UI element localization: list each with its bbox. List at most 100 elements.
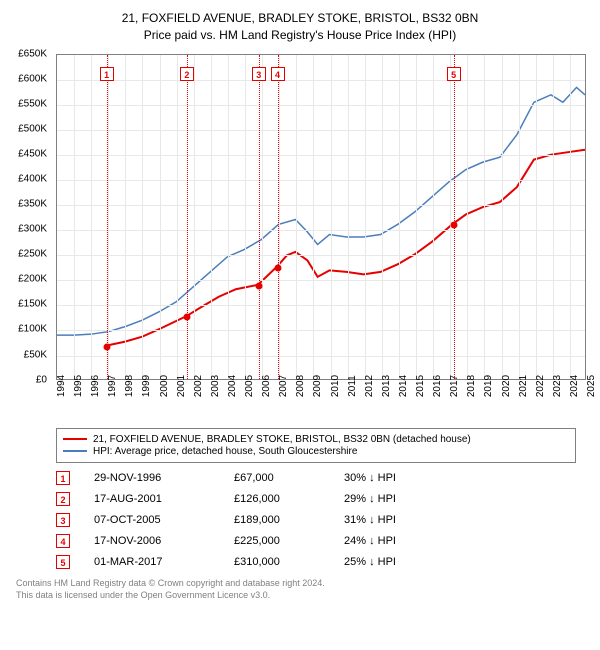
- legend-label: HPI: Average price, detached house, Sout…: [93, 446, 357, 457]
- x-tick-label: 2012: [364, 374, 375, 396]
- y-tick-label: £300K: [18, 224, 47, 235]
- marker-line: [454, 55, 455, 379]
- event-row: 4 17-NOV-2006£225,00024% ↓ HPI: [56, 534, 576, 548]
- x-tick-label: 1998: [124, 374, 135, 396]
- y-tick-label: £250K: [18, 249, 47, 260]
- event-marker-box: 2: [56, 492, 70, 506]
- sale-point: [450, 222, 457, 229]
- x-tick-label: 2002: [193, 374, 204, 396]
- event-price: £67,000: [234, 472, 344, 484]
- marker-box: 2: [180, 67, 194, 81]
- sale-events-table: 129-NOV-1996£67,00030% ↓ HPI217-AUG-2001…: [56, 471, 576, 569]
- x-tick-label: 1997: [107, 374, 118, 396]
- x-tick-label: 2011: [347, 375, 358, 397]
- marker-line: [259, 55, 260, 379]
- x-tick-label: 2025: [586, 374, 597, 396]
- y-tick-label: £100K: [18, 324, 47, 335]
- marker-box: 3: [252, 67, 266, 81]
- x-tick-label: 2018: [466, 374, 477, 396]
- x-tick-label: 2007: [278, 374, 289, 396]
- event-row: 129-NOV-1996£67,00030% ↓ HPI: [56, 471, 576, 485]
- x-tick-label: 2015: [415, 374, 426, 396]
- x-tick-label: 1994: [56, 374, 67, 396]
- event-marker-box: 4: [56, 534, 70, 548]
- event-diff: 25% ↓ HPI: [344, 556, 454, 568]
- x-tick-label: 1995: [73, 374, 84, 396]
- event-row: 2 17-AUG-2001£126,00029% ↓ HPI: [56, 492, 576, 506]
- x-tick-label: 2004: [227, 374, 238, 396]
- footer-line-1: Contains HM Land Registry data © Crown c…: [16, 577, 584, 590]
- y-tick-label: £350K: [18, 199, 47, 210]
- sale-point: [103, 343, 110, 350]
- x-tick-label: 2023: [552, 374, 563, 396]
- legend: 21, FOXFIELD AVENUE, BRADLEY STOKE, BRIS…: [56, 428, 576, 463]
- sale-point: [274, 264, 281, 271]
- x-tick-label: 2000: [159, 374, 170, 396]
- event-price: £126,000: [234, 493, 344, 505]
- y-tick-label: £450K: [18, 148, 47, 159]
- x-tick-label: 2005: [244, 374, 255, 396]
- event-marker-box: 3: [56, 513, 70, 527]
- y-tick-label: £0: [36, 374, 47, 385]
- marker-line: [278, 55, 279, 379]
- footer: Contains HM Land Registry data © Crown c…: [16, 577, 584, 602]
- legend-label: 21, FOXFIELD AVENUE, BRADLEY STOKE, BRIS…: [93, 434, 471, 445]
- event-diff: 29% ↓ HPI: [344, 493, 454, 505]
- marker-box: 5: [447, 67, 461, 81]
- chart-area: 12345 £0£50K£100K£150K£200K£250K£300K£35…: [8, 50, 592, 420]
- x-tick-label: 2001: [176, 374, 187, 396]
- event-marker-box: 5: [56, 555, 70, 569]
- y-tick-label: £650K: [18, 48, 47, 59]
- x-tick-label: 2016: [432, 374, 443, 396]
- event-row: 3 07-OCT-2005£189,00031% ↓ HPI: [56, 513, 576, 527]
- y-tick-label: £150K: [18, 299, 47, 310]
- x-tick-label: 2019: [483, 374, 494, 396]
- x-tick-label: 2014: [398, 374, 409, 396]
- sale-point: [183, 314, 190, 321]
- x-tick-label: 2013: [381, 374, 392, 396]
- event-date: 07-OCT-2005: [94, 514, 234, 526]
- legend-swatch: [63, 438, 87, 440]
- event-diff: 31% ↓ HPI: [344, 514, 454, 526]
- event-diff: 24% ↓ HPI: [344, 535, 454, 547]
- x-tick-label: 1996: [90, 374, 101, 396]
- event-price: £225,000: [234, 535, 344, 547]
- y-tick-label: £400K: [18, 173, 47, 184]
- chart-title: 21, FOXFIELD AVENUE, BRADLEY STOKE, BRIS…: [8, 10, 592, 44]
- event-date: 01-MAR-2017: [94, 556, 234, 568]
- plot-region: 12345: [56, 54, 586, 380]
- marker-box: 1: [100, 67, 114, 81]
- x-tick-label: 2020: [501, 374, 512, 396]
- x-tick-label: 2022: [535, 374, 546, 396]
- footer-line-2: This data is licensed under the Open Gov…: [16, 589, 584, 602]
- legend-swatch: [63, 450, 87, 452]
- x-tick-label: 2003: [210, 374, 221, 396]
- x-tick-label: 1999: [141, 374, 152, 396]
- event-date: 17-NOV-2006: [94, 535, 234, 547]
- legend-item: 21, FOXFIELD AVENUE, BRADLEY STOKE, BRIS…: [63, 434, 569, 445]
- title-line-1: 21, FOXFIELD AVENUE, BRADLEY STOKE, BRIS…: [8, 10, 592, 27]
- marker-line: [187, 55, 188, 379]
- legend-item: HPI: Average price, detached house, Sout…: [63, 446, 569, 457]
- x-tick-label: 2021: [518, 374, 529, 396]
- event-marker-box: 1: [56, 471, 70, 485]
- y-tick-label: £500K: [18, 123, 47, 134]
- sale-point: [255, 282, 262, 289]
- event-date: 17-AUG-2001: [94, 493, 234, 505]
- y-tick-label: £600K: [18, 73, 47, 84]
- x-tick-label: 2008: [295, 374, 306, 396]
- marker-line: [107, 55, 108, 379]
- title-line-2: Price paid vs. HM Land Registry's House …: [8, 27, 592, 44]
- event-row: 5 01-MAR-2017£310,00025% ↓ HPI: [56, 555, 576, 569]
- series-line: [106, 149, 585, 345]
- event-date: 29-NOV-1996: [94, 472, 234, 484]
- x-tick-label: 2017: [449, 374, 460, 396]
- series-line: [57, 87, 585, 335]
- x-tick-label: 2006: [261, 374, 272, 396]
- x-tick-label: 2024: [569, 374, 580, 396]
- y-tick-label: £50K: [24, 349, 47, 360]
- event-price: £189,000: [234, 514, 344, 526]
- y-tick-label: £550K: [18, 98, 47, 109]
- y-tick-label: £200K: [18, 274, 47, 285]
- event-price: £310,000: [234, 556, 344, 568]
